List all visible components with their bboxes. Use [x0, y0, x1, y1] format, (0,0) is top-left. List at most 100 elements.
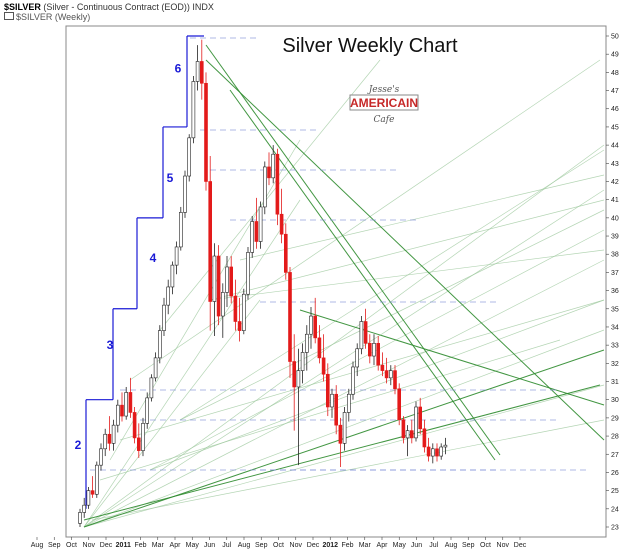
candle: [128, 377, 133, 418]
fan-line: [109, 139, 301, 461]
candle-body: [384, 370, 389, 379]
candle-body: [107, 433, 112, 444]
candle-body: [153, 357, 158, 379]
candle-body: [208, 181, 212, 302]
candle-body: [246, 252, 250, 295]
candle-body: [242, 293, 246, 331]
candle: [103, 428, 107, 457]
candle-body: [321, 357, 326, 375]
y-tick-label: 43: [611, 161, 619, 168]
candle: [174, 241, 179, 275]
candle-body: [103, 433, 107, 450]
candle-body: [174, 246, 179, 266]
candle: [401, 416, 406, 444]
candle: [439, 443, 444, 460]
candle: [309, 306, 313, 349]
candle: [162, 297, 166, 337]
x-tick-label: May: [393, 542, 407, 549]
y-tick-label: 36: [611, 288, 619, 295]
candle-body: [191, 81, 196, 139]
candle: [183, 170, 187, 218]
candle: [313, 297, 318, 344]
x-tick-label: Oct: [480, 542, 491, 549]
candle-body: [405, 430, 410, 439]
candle: [372, 334, 376, 366]
candle-body: [376, 343, 381, 366]
candle: [141, 417, 145, 457]
candle: [90, 476, 95, 498]
candle: [111, 419, 116, 451]
y-tick-label: 47: [611, 88, 619, 95]
fan-line: [239, 174, 605, 261]
candle-body: [380, 364, 385, 371]
x-tick-label: Nov: [83, 542, 96, 549]
candle: [422, 419, 427, 453]
y-tick-label: 34: [611, 324, 619, 331]
x-tick-label: Sep: [462, 542, 475, 549]
fan-line: [179, 209, 605, 421]
candle: [443, 437, 448, 455]
y-tick-label: 32: [611, 361, 619, 368]
candle-body: [120, 404, 124, 417]
candle-body: [418, 406, 423, 430]
symbol-description: (Silver - Continuous Contract (EOD)) IND…: [43, 2, 214, 12]
legend-swatch-icon: [4, 12, 14, 20]
candle-body: [200, 61, 204, 84]
y-tick-label: 49: [611, 52, 619, 59]
candle-body: [111, 424, 116, 444]
logo-banner: [349, 94, 419, 111]
y-tick-label: 38: [611, 252, 619, 259]
candle-body: [78, 512, 82, 524]
candle-body: [229, 266, 233, 297]
candle: [275, 148, 280, 226]
candle: [250, 216, 254, 258]
candle: [237, 297, 242, 342]
candle: [363, 308, 368, 349]
candle: [397, 383, 402, 426]
candle-body: [275, 153, 280, 215]
x-tick-label: Apr: [170, 542, 182, 549]
candle-body: [137, 437, 141, 451]
y-tick-label: 26: [611, 470, 619, 477]
candle: [208, 156, 212, 331]
chart-title: Silver Weekly Chart: [282, 35, 458, 57]
candle-body: [422, 428, 427, 448]
candle: [435, 443, 439, 462]
candle: [120, 392, 124, 422]
fan-line: [83, 384, 605, 528]
candle: [225, 256, 229, 307]
candle-body: [439, 446, 444, 457]
candle: [317, 325, 322, 364]
trend-line: [229, 89, 496, 461]
candle: [82, 497, 86, 518]
candle: [262, 161, 267, 215]
candle-body: [279, 213, 284, 235]
candle: [321, 334, 326, 382]
candle-body: [342, 412, 347, 444]
candle: [158, 325, 162, 364]
y-tick-label: 25: [611, 488, 619, 495]
legend-row: $SILVER (Weekly): [4, 12, 90, 22]
cafe-logo: Jesse's AMERICAIN Cafe: [349, 85, 419, 125]
fan-line: [209, 249, 605, 301]
y-tick-label: 30: [611, 397, 619, 404]
y-tick-label: 39: [611, 234, 619, 241]
x-tick-label: Aug: [445, 542, 458, 549]
logo-line-1: Jesse's: [367, 85, 400, 95]
candle-body: [267, 166, 271, 179]
candle: [300, 343, 305, 384]
candle-body: [414, 406, 418, 439]
x-tick-label: Aug: [238, 542, 251, 549]
candle-body: [317, 337, 322, 359]
fan-line: [83, 189, 605, 528]
candle-body: [149, 377, 154, 399]
candle-body: [288, 272, 292, 362]
candle-body: [262, 166, 267, 208]
candle-body: [124, 392, 128, 417]
candle-body: [351, 366, 355, 395]
x-tick-label: 2012: [322, 542, 338, 549]
candle-body: [233, 295, 238, 322]
candle-body: [250, 221, 254, 253]
